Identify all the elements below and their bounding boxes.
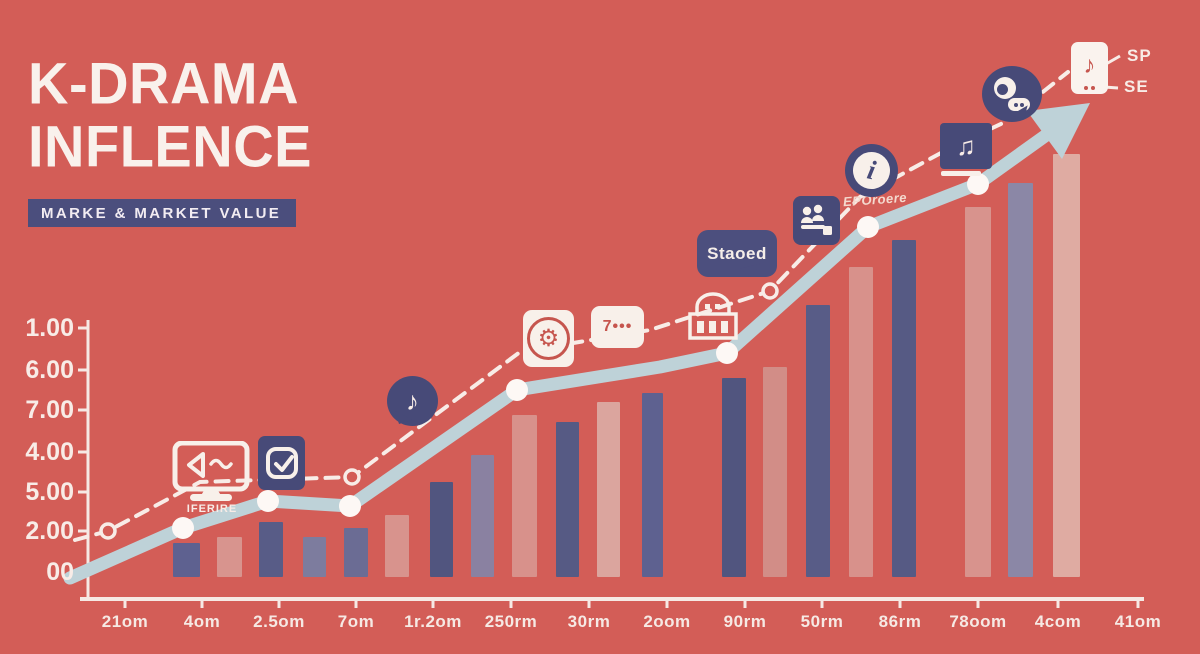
callout-sp-label: SP [1127,46,1152,65]
subtitle-badge: MARKE & MARKET VALUE [28,199,297,227]
bar [259,522,283,577]
title-line-1: K-DRAMA [28,49,300,117]
music-square-icon: ♫ [940,123,992,176]
speech-bubble-7-text: 7••• [602,318,633,335]
music-note-glyph: ♪ [406,385,419,416]
bar [763,367,787,577]
dashed-line-markers [99,282,779,540]
bar [385,515,409,577]
callout-se-label: SE [1124,77,1149,96]
bank-building-icon [684,292,742,344]
y-axis-label: 7.00 [25,396,74,424]
chat-bubble-dots [1008,98,1030,111]
bar [303,537,326,577]
x-axis-label: 90rm [723,612,767,631]
info-icon-letter: i [849,148,894,193]
trend-line [63,129,1052,585]
x-axis-label: 50rm [800,612,844,631]
y-axis-label: 2.00 [25,517,74,545]
bar [722,378,746,577]
x-axis-label: 1r.2om [404,612,462,631]
x-axis-label: 30rm [567,612,611,631]
y-axis-label: 6.00 [25,356,74,384]
x-axis-label: 86rm [878,612,922,631]
x-axis-label: 4om [183,612,221,631]
bar [849,267,873,577]
x-axis-label: 2oom [643,612,691,631]
speech-bubble-7-icon: 7••• [591,306,644,348]
bar [1008,183,1033,577]
bar [892,240,916,577]
x-axis-label: 250rm [484,612,538,631]
bar [430,482,453,577]
page-title: K-DRAMA INFLENCE [28,49,312,180]
x-axis-label: 78oom [949,612,1007,631]
bar [471,455,494,577]
info-icon: i [845,144,898,197]
x-axis-label: 2.5om [253,612,305,631]
phone-music-icon: ♪ [1071,42,1108,94]
bar [597,402,620,577]
y-axis-label: 00 [46,558,74,586]
bar [344,528,368,577]
double-music-note-glyph: ♫ [956,130,976,161]
y-axis-label: 1.00 [25,314,74,342]
gear-icon: ⚙ [523,310,574,367]
bar [642,393,663,577]
title-line-2: INFLENCE [28,112,312,180]
staoed-speech-bubble: Staoed [697,230,777,277]
x-axis-label: 4com [1034,612,1082,631]
gear-glyph: ⚙ [537,324,560,352]
y-axis-label: 5.00 [25,478,74,506]
people-group-icon [793,196,840,245]
y-axis-label: 4.00 [25,438,74,466]
bar [173,543,200,577]
bar [806,305,830,577]
music-note-bubble-icon: ♪ [387,376,438,426]
trend-arrow-head [1027,103,1090,159]
bar [1053,154,1080,577]
music-square-base [941,171,981,176]
bar [965,207,991,577]
chat-bubble-circle [994,77,1016,99]
x-axis-label: 21om [101,612,149,631]
x-axis-label: 41om [1114,612,1162,631]
chat-emoji-bubble-icon [982,66,1042,122]
checkbox-icon [258,436,305,490]
bar [556,422,579,577]
sp-callout-dash [1105,54,1121,66]
staoed-text: Staoed [707,243,767,263]
monitor-icon-label: IFERIRE [186,503,238,515]
bar [512,415,537,577]
x-axis-label: 7om [337,612,375,631]
phone-home-dots [1071,86,1108,90]
trend-line-markers [172,173,989,539]
x-axis-ticks [123,599,1140,608]
gear-ring: ⚙ [527,317,570,360]
bar [217,537,242,577]
monitor-icon: IFERIRE [172,440,252,515]
phone-music-note-glyph: ♪ [1083,52,1096,79]
